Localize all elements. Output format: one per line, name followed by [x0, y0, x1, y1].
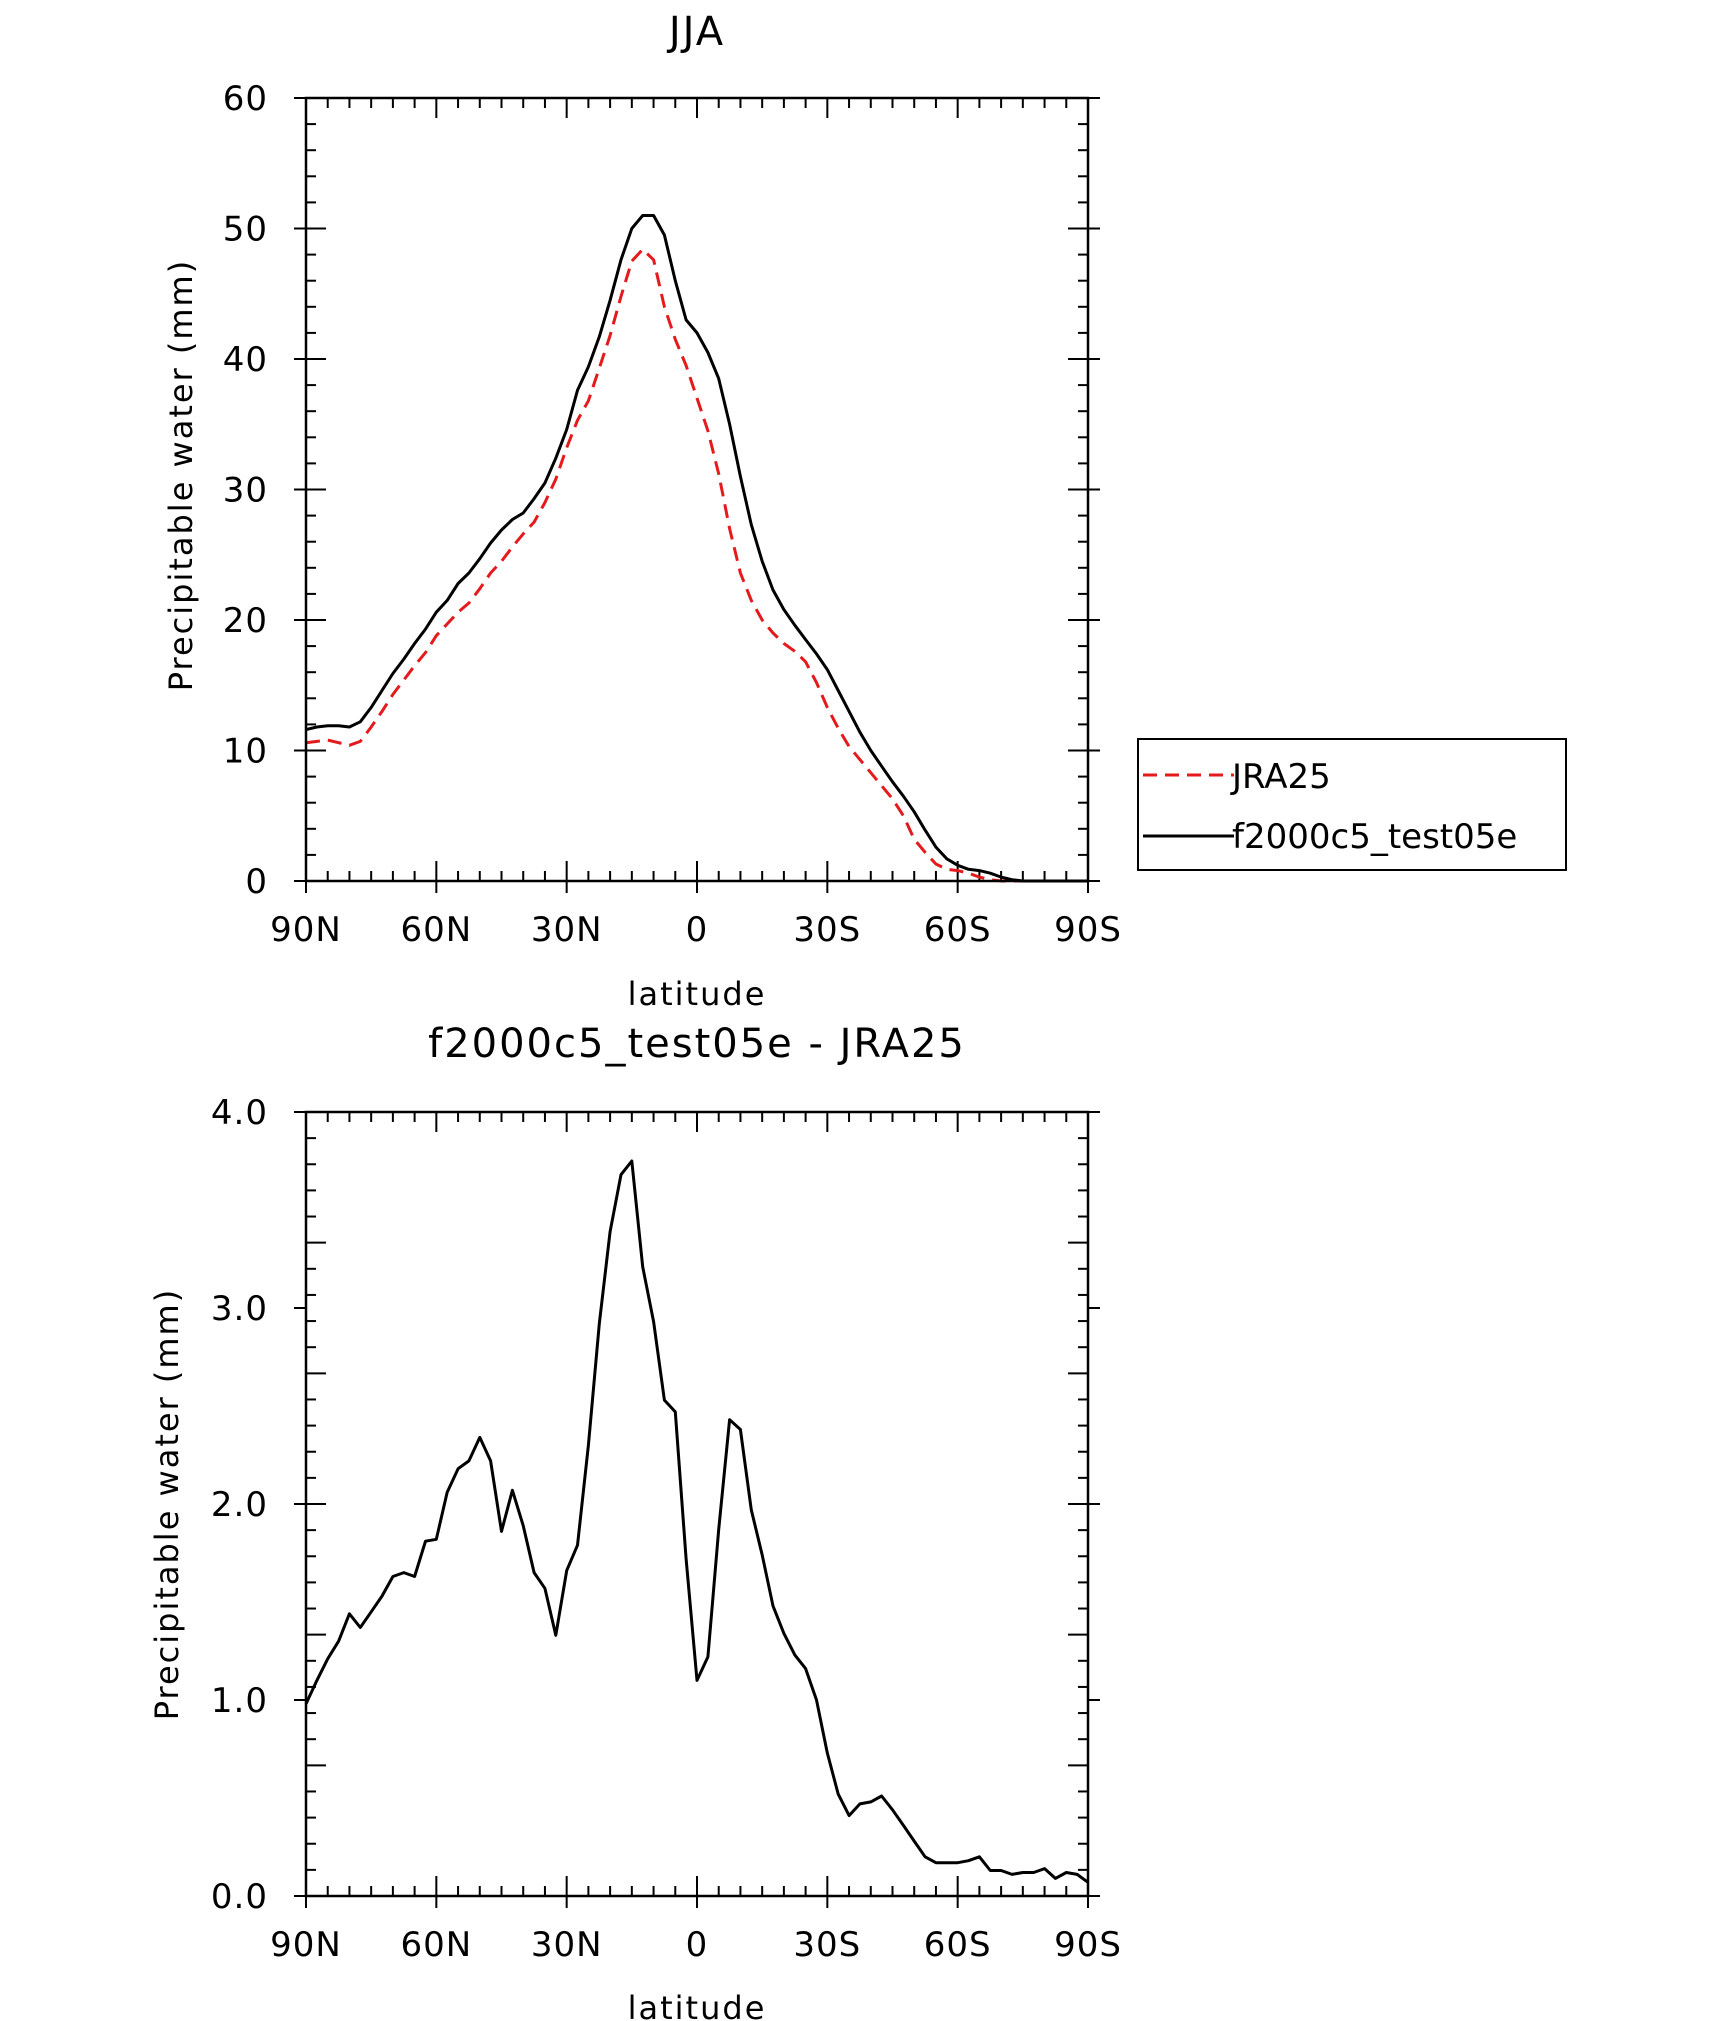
- y-tick-label: 50: [223, 210, 268, 250]
- bottom-chart-series: [304, 1159, 1089, 1884]
- series-line-f2000c5-test05e: [305, 214, 1088, 883]
- x-tick-label: 30N: [531, 1925, 603, 1965]
- bottom-panel: f2000c5_test05e - JRA25 90N 60N 30N 0 30S 60S…: [148, 1021, 1122, 2021]
- top-chart-series: [305, 214, 1088, 883]
- x-tick-label: 90N: [270, 1925, 342, 1965]
- legend-label-jra25: JRA25: [1230, 757, 1331, 797]
- y-tick-label: 20: [223, 601, 268, 641]
- y-tick-label: 10: [223, 732, 268, 772]
- x-tick-label: 30S: [793, 1925, 861, 1965]
- y-tick-label: 4.0: [211, 1093, 268, 1133]
- top-chart-x-axis-title: latitude: [628, 975, 767, 1013]
- top-chart-frame: [304, 96, 1090, 883]
- x-tick-label: 60S: [924, 910, 992, 950]
- x-tick-label: 60S: [924, 1925, 992, 1965]
- bottom-chart-tick-labels: 90N 60N 30N 0 30S 60S 90S 0.0 1.0 2.0 3.0 4.0: [211, 1093, 1122, 1965]
- y-tick-label: 3.0: [211, 1289, 268, 1329]
- legend-label-model: f2000c5_test05e: [1232, 817, 1517, 857]
- y-tick-label: 40: [223, 340, 268, 380]
- x-tick-label: 60N: [400, 910, 472, 950]
- top-chart-title: JJA: [666, 9, 725, 55]
- bottom-chart-title: f2000c5_test05e - JRA25: [428, 1021, 966, 1067]
- legend: JRA25 f2000c5_test05e: [1137, 738, 1567, 871]
- y-tick-label: 0.0: [211, 1877, 268, 1917]
- x-tick-label: 90N: [270, 910, 342, 950]
- bottom-chart-ticks: [294, 1111, 1100, 1908]
- x-tick-label: 0: [686, 1925, 709, 1965]
- top-panel: JJA 90N 60N 30N 0 30S 60S 90S 0 10 20 30 40 50 60 lat…: [162, 9, 1567, 1013]
- x-tick-label: 0: [686, 910, 709, 950]
- y-tick-label: 0: [245, 862, 268, 902]
- y-tick-label: 30: [223, 471, 268, 511]
- bottom-chart-frame: [304, 1110, 1090, 1898]
- x-tick-label: 60N: [400, 1925, 472, 1965]
- x-tick-label: 30N: [531, 910, 603, 950]
- x-tick-label: 30S: [793, 910, 861, 950]
- x-tick-label: 90S: [1054, 910, 1122, 950]
- x-tick-label: 90S: [1054, 1925, 1122, 1965]
- bottom-chart-x-axis-title: latitude: [628, 1989, 767, 2021]
- y-tick-label: 60: [223, 79, 268, 119]
- top-chart-tick-labels: 90N 60N 30N 0 30S 60S 90S 0 10 20 30 40 50 60: [223, 79, 1122, 950]
- series-line-jra25: [305, 247, 1088, 883]
- bottom-chart-y-axis-title: Precipitable water (mm): [148, 1288, 186, 1720]
- y-tick-label: 1.0: [211, 1681, 268, 1721]
- legend-box: [1137, 738, 1567, 871]
- y-tick-label: 2.0: [211, 1485, 268, 1525]
- top-chart-y-axis-title: Precipitable water (mm): [162, 259, 200, 691]
- series-line-f2000c5-test05e-jra25: [304, 1159, 1089, 1884]
